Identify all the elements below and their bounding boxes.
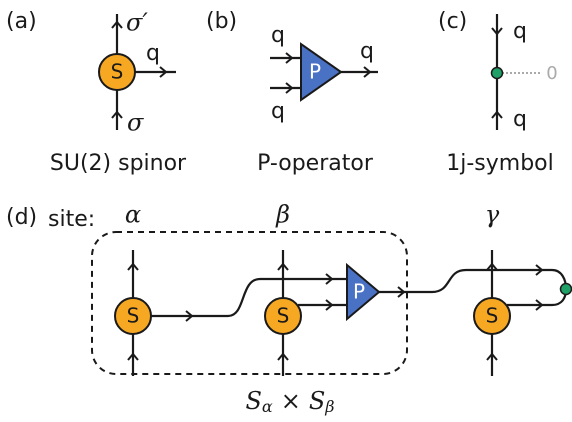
arrow — [397, 286, 406, 298]
arrow — [325, 299, 334, 311]
site-name: β — [275, 201, 290, 229]
caption: SU(2) spinor — [50, 151, 187, 176]
arrow — [325, 273, 334, 285]
arrow — [491, 110, 503, 119]
leg-label: q — [513, 107, 527, 132]
operator: × — [281, 387, 301, 415]
connection — [507, 288, 568, 307]
leg-label: 0 — [546, 63, 557, 84]
subscript: β — [324, 397, 334, 416]
arrow — [111, 110, 123, 119]
arrow — [535, 299, 544, 311]
caption: 1j-symbol — [446, 151, 554, 176]
arrow — [486, 262, 498, 271]
spinor-node — [473, 297, 511, 335]
arrow — [491, 27, 503, 36]
arrow — [363, 66, 372, 78]
panel-label: (a) — [6, 9, 37, 34]
leg-label: σ — [127, 109, 144, 137]
symbol: S — [245, 387, 261, 415]
dashed-box — [91, 231, 408, 375]
node-label: P — [309, 60, 321, 84]
leg-label: q — [271, 23, 285, 48]
arrow — [277, 352, 289, 361]
arrow — [277, 262, 289, 271]
arrow — [535, 264, 544, 276]
1j-node — [559, 282, 572, 296]
product-label: Sα × Sβ — [245, 387, 334, 416]
arrow — [285, 82, 294, 94]
panel-label: (b) — [206, 9, 237, 34]
spinor-node — [114, 297, 152, 335]
connection — [151, 277, 348, 318]
node-label: S — [127, 304, 140, 328]
leg-label: q — [146, 41, 160, 66]
leg-label: q — [360, 39, 374, 64]
spinor-node — [264, 297, 302, 335]
arrow — [486, 352, 498, 361]
arrow — [159, 66, 168, 78]
arrow — [111, 20, 123, 29]
arrow — [127, 352, 139, 361]
p-operator-node — [346, 262, 381, 322]
arrow — [127, 262, 139, 271]
leg-label: σ′ — [126, 9, 148, 37]
node-label: S — [111, 60, 124, 84]
site-label: site: — [48, 207, 95, 232]
symbol: S — [309, 387, 325, 415]
site-name: α — [125, 201, 141, 229]
connection — [378, 268, 568, 294]
node-label: S — [486, 304, 499, 328]
arrow — [185, 310, 194, 322]
site-name: γ — [485, 201, 500, 229]
panel-label: (c) — [438, 9, 467, 34]
leg-label: q — [513, 19, 527, 44]
1j-node — [490, 66, 504, 80]
panel-label: (d) — [6, 205, 37, 230]
caption: P-operator — [257, 151, 374, 176]
node-label: S — [277, 304, 290, 328]
spinor-node — [98, 53, 136, 91]
arrow — [285, 52, 294, 64]
p-operator-node — [300, 42, 343, 102]
leg-label: q — [271, 99, 285, 124]
subscript: α — [262, 397, 273, 416]
node-label: P — [353, 280, 365, 304]
